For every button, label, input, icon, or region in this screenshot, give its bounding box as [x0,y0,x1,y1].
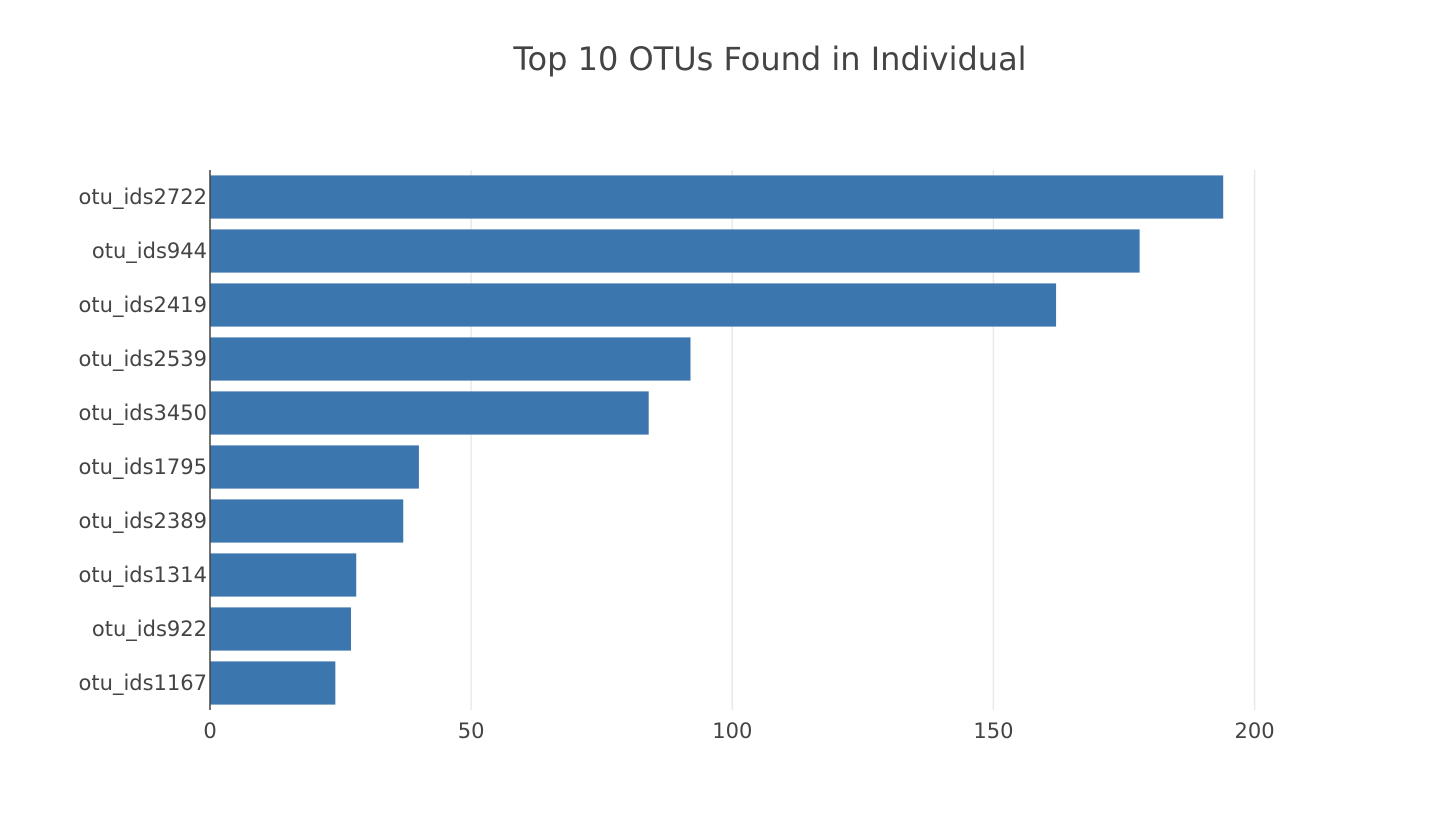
y-tick-label-otu_ids2389: otu_ids2389 [79,509,207,534]
bar-otu_ids1314[interactable] [210,553,357,597]
x-tick-label-1: 50 [458,719,485,743]
chart-title: Top 10 OTUs Found in Individual [512,40,1026,78]
y-tick-label-otu_ids3450: otu_ids3450 [79,401,207,426]
y-tick-label-otu_ids1314: otu_ids1314 [79,563,207,588]
y-tick-label-otu_ids1795: otu_ids1795 [79,455,207,480]
bar-otu_ids2419[interactable] [210,283,1057,327]
bar-otu_ids2389[interactable] [210,499,404,543]
y-tick-labels: otu_ids2722 otu_ids944 otu_ids2419 otu_ids2… [79,185,207,696]
x-tick-label-2: 100 [712,719,752,743]
y-tick-label-otu_ids944: otu_ids944 [92,239,207,264]
bar-otu_ids3450[interactable] [210,391,649,435]
x-tick-label-3: 150 [973,719,1013,743]
x-tick-labels: 0 50 100 150 200 [203,719,1274,743]
bar-otu_ids2722[interactable] [210,175,1224,219]
y-tick-label-otu_ids2539: otu_ids2539 [79,347,207,372]
x-tick-label-0: 0 [203,719,216,743]
bar-otu_ids2539[interactable] [210,337,691,381]
y-tick-label-otu_ids2419: otu_ids2419 [79,293,207,318]
y-tick-label-otu_ids2722: otu_ids2722 [79,185,207,210]
bars [210,175,1224,705]
y-tick-label-otu_ids922: otu_ids922 [92,617,207,642]
bar-otu_ids1795[interactable] [210,445,419,489]
bar-otu_ids922[interactable] [210,607,352,651]
bar-otu_ids1167[interactable] [210,661,336,705]
x-tick-label-4: 200 [1234,719,1274,743]
bar-otu_ids944[interactable] [210,229,1140,273]
y-tick-label-otu_ids1167: otu_ids1167 [79,671,207,696]
